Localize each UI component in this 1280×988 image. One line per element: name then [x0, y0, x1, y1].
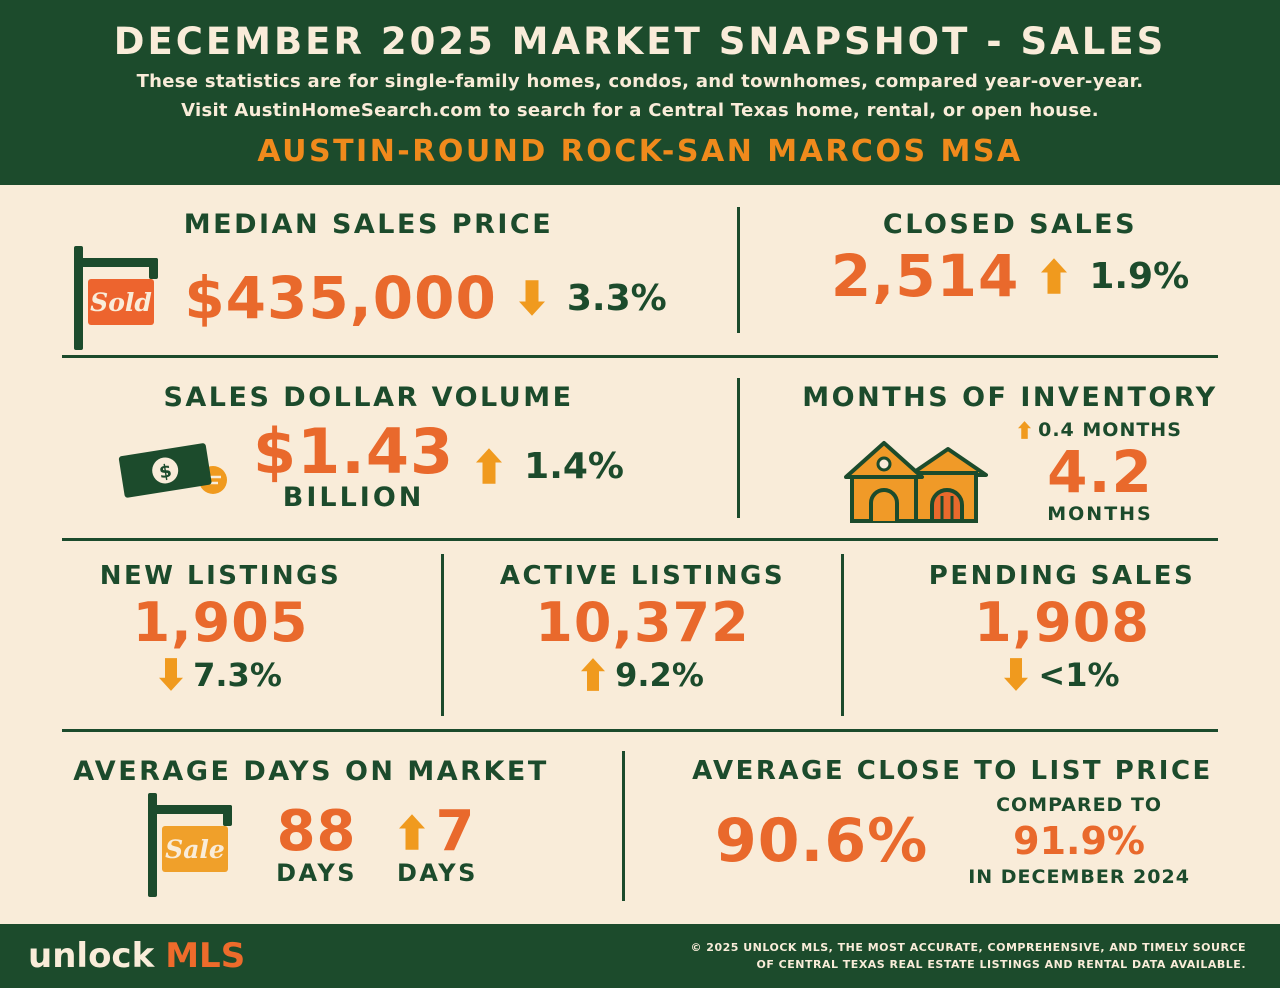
row-days-and-close-to-list: AVERAGE DAYS ON MARKET Sale 88 DAYS: [0, 732, 1280, 920]
subtitle-line2: Visit AustinHomeSearch.com to search for…: [181, 100, 1099, 121]
closed-sales-value: 2,514: [830, 242, 1020, 310]
months-of-inventory-label: MONTHS OF INVENTORY: [802, 382, 1218, 413]
inventory-value-stack: 0.4 MONTHS 4.2 MONTHS: [1018, 419, 1182, 525]
days-change-line: 7: [399, 798, 476, 864]
region-title: AUSTIN-ROUND ROCK-SAN MARCOS MSA: [257, 134, 1023, 169]
sales-dollar-volume-line: $ $1.43 BILLION 1.4%: [113, 419, 624, 513]
months-of-inventory-value: 4.2: [1047, 438, 1153, 506]
months-of-inventory-unit: MONTHS: [1047, 503, 1153, 525]
average-days-on-market-unit: DAYS: [276, 859, 357, 888]
new-listings-value: 1,905: [132, 591, 309, 654]
active-listings-change: 9.2%: [615, 655, 704, 694]
up-arrow-icon: [581, 658, 606, 692]
up-arrow-icon: [1041, 258, 1068, 295]
average-days-on-market-value: 88: [276, 798, 357, 864]
stat-average-close-to-list-price: AVERAGE CLOSE TO LIST PRICE 90.6% COMPAR…: [625, 732, 1280, 920]
divider: [622, 751, 625, 901]
stat-new-listings: NEW LISTINGS 1,905 7.3%: [0, 541, 441, 729]
divider: [62, 355, 1218, 358]
pending-sales-value: 1,908: [974, 591, 1150, 654]
closed-sales-change: 1.9%: [1089, 255, 1190, 297]
divider: [841, 554, 844, 716]
median-sales-price-value: $435,000: [184, 263, 497, 332]
sales-dollar-volume-value: $1.43: [253, 415, 455, 488]
divider: [441, 554, 444, 716]
money-icon: $: [118, 443, 228, 498]
volume-value-stack: $1.43 BILLION: [253, 419, 454, 513]
median-sales-price-line: Sold $435,000 3.3%: [70, 246, 667, 350]
stat-sales-dollar-volume: SALES DOLLAR VOLUME $ $1.43 BILLION: [0, 358, 737, 538]
up-arrow-icon: [399, 814, 426, 850]
median-sales-price-label: MEDIAN SALES PRICE: [183, 209, 554, 240]
divider: [62, 729, 1218, 732]
average-days-on-market-change-unit: DAYS: [397, 859, 478, 888]
brand-logo: unlock MLS: [28, 936, 245, 976]
months-of-inventory-line: 0.4 MONTHS 4.2 MONTHS: [838, 419, 1182, 525]
up-arrow-icon: [476, 448, 503, 484]
copyright: © 2025 UNLOCK MLS, THE MOST ACCURATE, CO…: [690, 939, 1246, 973]
close-to-list-line: 90.6% COMPARED TO 91.9% IN DECEMBER 2024: [715, 794, 1190, 888]
average-days-on-market-label: AVERAGE DAYS ON MARKET: [73, 756, 549, 787]
up-arrow-icon: [1018, 421, 1032, 439]
active-listings-value: 10,372: [535, 591, 750, 654]
average-close-to-list-value: 90.6%: [715, 805, 929, 876]
divider: [737, 378, 740, 518]
stat-median-sales-price: MEDIAN SALES PRICE Sold $435,000 3.3%: [0, 185, 737, 355]
brand-unlock: unlock: [28, 936, 155, 976]
median-sales-price-change: 3.3%: [566, 277, 667, 319]
footer: unlock MLS © 2025 UNLOCK MLS, THE MOST A…: [0, 924, 1280, 988]
down-arrow-icon: [159, 658, 184, 692]
compare-stack: COMPARED TO 91.9% IN DECEMBER 2024: [968, 794, 1190, 888]
active-listings-change-line: 9.2%: [581, 656, 704, 694]
closed-sales-label: CLOSED SALES: [882, 209, 1138, 240]
divider: [62, 538, 1218, 541]
down-arrow-icon: [1004, 658, 1029, 692]
sold-sign-icon: Sold: [74, 246, 159, 350]
brand-mls: MLS: [165, 936, 246, 976]
dollar-symbol: $: [158, 461, 174, 484]
row-volume-and-inventory: SALES DOLLAR VOLUME $ $1.43 BILLION: [0, 358, 1280, 538]
sales-dollar-volume-change: 1.4%: [524, 445, 624, 487]
subtitle-line1: These statistics are for single-family h…: [136, 71, 1144, 92]
new-listings-change-line: 7.3%: [159, 656, 282, 694]
inventory-change-line: 0.4 MONTHS: [1018, 419, 1182, 441]
new-listings-change: 7.3%: [193, 655, 282, 694]
stat-months-of-inventory: MONTHS OF INVENTORY: [740, 358, 1280, 538]
average-days-on-market-change: 7: [435, 798, 476, 864]
compare-period: IN DECEMBER 2024: [968, 866, 1190, 888]
days-value-stack: 88 DAYS: [276, 798, 357, 888]
sales-dollar-volume-unit: BILLION: [282, 482, 425, 514]
down-arrow-icon: [518, 280, 545, 316]
stat-closed-sales: CLOSED SALES 2,514 1.9%: [740, 185, 1280, 355]
row-listings: NEW LISTINGS 1,905 7.3% ACTIVE LISTINGS …: [0, 541, 1280, 729]
copyright-line2: OF CENTRAL TEXAS REAL ESTATE LISTINGS AN…: [756, 958, 1246, 971]
sales-dollar-volume-label: SALES DOLLAR VOLUME: [163, 382, 574, 413]
average-close-to-list-label: AVERAGE CLOSE TO LIST PRICE: [692, 756, 1213, 786]
active-listings-label: ACTIVE LISTINGS: [499, 561, 786, 591]
stat-active-listings: ACTIVE LISTINGS 10,372 9.2%: [444, 541, 841, 729]
house-icon: [844, 441, 989, 523]
header: DECEMBER 2025 MARKET SNAPSHOT - SALES Th…: [0, 0, 1280, 185]
compare-value: 91.9%: [1013, 819, 1145, 863]
divider: [737, 207, 740, 333]
row-price-and-closed-sales: MEDIAN SALES PRICE Sold $435,000 3.3% CL…: [0, 185, 1280, 355]
sold-sign-text: Sold: [90, 288, 152, 317]
sale-sign-icon: Sale: [148, 793, 233, 897]
pending-sales-label: PENDING SALES: [928, 561, 1196, 591]
months-of-inventory-change: 0.4 MONTHS: [1038, 419, 1182, 441]
pending-sales-change-line: <1%: [1004, 655, 1120, 694]
closed-sales-line: 2,514 1.9%: [831, 246, 1189, 307]
stat-average-days-on-market: AVERAGE DAYS ON MARKET Sale 88 DAYS: [0, 732, 622, 920]
average-days-on-market-line: Sale 88 DAYS 7 DAYS: [144, 793, 478, 897]
new-listings-label: NEW LISTINGS: [99, 561, 342, 591]
compare-label: COMPARED TO: [996, 794, 1163, 816]
sale-sign-text: Sale: [165, 835, 225, 864]
days-change-stack: 7 DAYS: [397, 798, 478, 888]
stat-pending-sales: PENDING SALES 1,908 <1%: [844, 541, 1280, 729]
copyright-line1: © 2025 UNLOCK MLS, THE MOST ACCURATE, CO…: [690, 940, 1246, 954]
page-title: DECEMBER 2025 MARKET SNAPSHOT - SALES: [113, 20, 1167, 63]
pending-sales-change: <1%: [1038, 655, 1120, 694]
